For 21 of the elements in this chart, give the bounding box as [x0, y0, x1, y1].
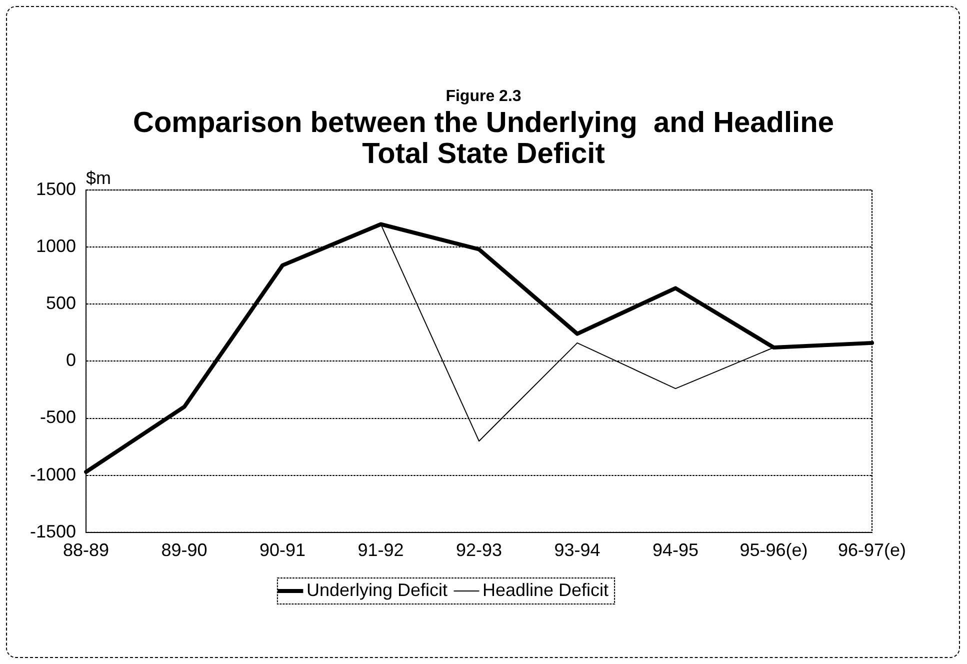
x-tick-label: 89-90	[161, 540, 208, 560]
legend-label: Headline Deficit	[482, 580, 609, 600]
legend-label: Underlying Deficit	[306, 580, 448, 600]
chart-subtitle: Figure 2.3	[444, 88, 522, 106]
x-tick-label: 96-97(e)	[838, 540, 906, 560]
y-tick-label: -1000	[30, 464, 76, 484]
chart-title: Comparison between the Underlying and Headline Total State Deficit	[132, 107, 835, 170]
x-tick-label: 90-91	[260, 540, 306, 560]
y-tick-label: 0	[66, 350, 76, 370]
x-tick-label: 94-95	[652, 540, 699, 560]
x-tick-label: 88-89	[63, 540, 110, 560]
y-tick-label: 500	[46, 293, 76, 314]
y-tick-label: -500	[40, 407, 76, 428]
x-tick-label: 95-96(e)	[740, 540, 808, 560]
x-tick-label: 91-92	[358, 540, 404, 560]
y-tick-label: 1000	[36, 236, 76, 256]
x-tick-label: 93-94	[554, 540, 600, 560]
y-tick-label: 1500	[36, 178, 76, 199]
y-tick-label: -1500	[30, 521, 76, 542]
x-tick-label: 92-93	[456, 540, 502, 560]
y-axis-title: $m	[86, 168, 112, 188]
